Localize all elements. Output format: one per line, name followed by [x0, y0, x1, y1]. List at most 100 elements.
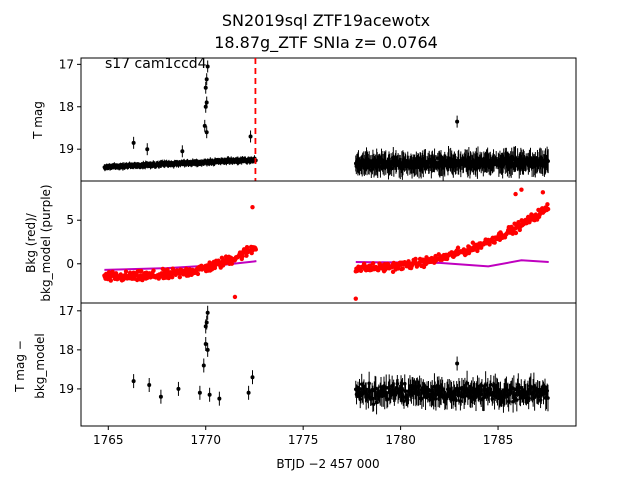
top-outlier-point	[131, 140, 136, 145]
bottom-dense-point	[434, 396, 438, 401]
top-outlier-point	[204, 77, 209, 82]
panel-top-light-curve: 17 18 19	[59, 57, 577, 182]
bkg-point	[492, 240, 497, 245]
bottom-dense-point	[402, 381, 407, 386]
y-axis-label-top: T mag	[31, 101, 45, 140]
bottom-dense-point	[385, 397, 390, 401]
bottom-dense-point	[405, 398, 410, 402]
bkg-point	[240, 254, 245, 259]
bottom-dense-point	[417, 384, 422, 388]
bkg-point	[244, 253, 249, 258]
bkg-point	[513, 230, 519, 236]
bkg-point	[370, 261, 376, 266]
bkg-peak-point	[513, 191, 518, 197]
top-data-point	[546, 159, 550, 163]
top-ytick-label: 19	[59, 142, 74, 156]
top-outlier-point	[145, 147, 150, 152]
bkg-point	[219, 255, 225, 261]
bkg-point	[455, 245, 461, 250]
top-outlier-point	[205, 64, 210, 69]
bottom-dense-point	[483, 383, 488, 387]
x-tick-label: 1780	[385, 433, 416, 447]
bottom-data-point	[205, 310, 210, 315]
bottom-data-point	[207, 392, 212, 397]
top-outlier-point	[204, 130, 209, 135]
bottom-frame	[80, 302, 577, 427]
bottom-data-point	[246, 390, 251, 395]
annotation-sector-camera: s17 cam1ccd4	[105, 56, 207, 72]
bottom-dense-point	[515, 398, 519, 402]
bottom-dense-point	[357, 386, 362, 391]
bkg-point	[244, 244, 250, 250]
chart-title-line2: 18.87g_ZTF SNIa z= 0.0764	[214, 33, 438, 53]
top-outlier-point	[203, 85, 208, 90]
bottom-data-point	[203, 342, 208, 346]
bkg-point	[177, 274, 183, 280]
bottom-dense-point	[546, 396, 550, 400]
x-tick-label: 1770	[190, 433, 221, 447]
middle-ytick-label: 0	[66, 257, 74, 271]
bottom-dense-point	[480, 384, 484, 388]
bottom-data-point	[205, 347, 210, 352]
bottom-dense-point	[489, 382, 493, 387]
chart-title-line1: SN2019sql ZTF19acewotx	[222, 11, 430, 30]
bottom-dense-point	[526, 396, 531, 401]
y-axis-label-middle-line1: Bkg (red)/	[24, 212, 38, 273]
y-axis-label-middle-line2: bkg_model (purple)	[39, 184, 53, 301]
bottom-data-point	[250, 375, 255, 380]
bottom-dense-point	[518, 396, 523, 400]
bottom-dense-point	[440, 387, 445, 392]
bottom-ytick-label: 19	[59, 382, 74, 396]
bkg-point	[139, 268, 144, 274]
bottom-dense-point	[371, 402, 376, 406]
top-outlier-point	[202, 123, 207, 128]
bkg-peak-point	[519, 187, 524, 192]
bkg-point	[361, 261, 367, 267]
x-tick-label: 1785	[483, 433, 514, 447]
bkg-point	[165, 267, 170, 272]
bottom-data-point	[197, 390, 202, 395]
y-axis-label-bottom-line2: bkg_model	[33, 333, 47, 399]
bkg-point	[400, 266, 405, 271]
bottom-dense-point	[420, 396, 424, 401]
bkg-point	[413, 256, 418, 262]
bkg-point	[123, 269, 129, 274]
bkg-point	[229, 261, 235, 266]
top-outlier-point	[455, 119, 460, 124]
bottom-data-point	[158, 394, 163, 399]
bottom-data-point	[147, 383, 152, 387]
bottom-dense-point	[359, 382, 364, 386]
bottom-dense-point	[545, 388, 550, 393]
bkg-peak-point	[232, 294, 238, 300]
bkg-peak-point	[353, 296, 358, 301]
bkg-point	[253, 247, 259, 252]
y-axis-label-bottom-line1: T mag −	[13, 340, 27, 393]
bottom-dense-point	[358, 397, 363, 402]
bkg-point	[151, 268, 156, 273]
top-outlier-point	[204, 100, 209, 105]
top-outlier-point	[180, 149, 185, 154]
bottom-dense-point	[490, 397, 495, 401]
bottom-dense-point	[506, 399, 511, 404]
bkg-point	[545, 206, 551, 212]
x-axis-label: BTJD −2 457 000	[276, 457, 379, 471]
top-outlier-point	[248, 134, 253, 139]
bkg-point	[358, 268, 364, 274]
bkg-point	[470, 240, 476, 245]
bottom-data-point	[131, 379, 136, 384]
top-ytick-label: 17	[59, 57, 74, 71]
bottom-dense-point	[402, 399, 406, 403]
middle-frame	[80, 180, 577, 304]
bottom-data-point	[204, 320, 209, 325]
panel-middle-background: 05	[66, 180, 577, 304]
bottom-dense-point	[374, 400, 379, 405]
bottom-ytick-label: 17	[59, 304, 74, 318]
top-ytick-label: 18	[59, 100, 74, 114]
bkg-point	[545, 202, 550, 207]
bottom-dense-point	[454, 398, 458, 403]
bkg-point	[170, 274, 175, 280]
bottom-dense-point	[395, 381, 400, 386]
bkg-peak-point	[540, 190, 546, 195]
bkg-point	[195, 271, 201, 277]
x-tick-label: 1775	[288, 433, 319, 447]
